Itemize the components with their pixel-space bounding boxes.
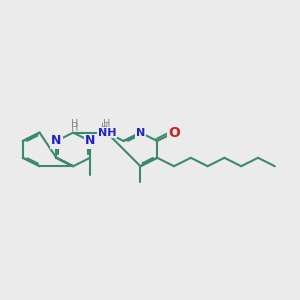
Text: N: N [52,134,61,148]
Text: N: N [136,128,145,138]
Text: H: H [103,119,110,129]
Text: NH: NH [98,128,116,138]
Text: H: H [71,123,78,133]
Text: NH: NH [98,128,115,138]
Text: H: H [71,119,78,129]
Text: N: N [85,134,95,148]
Text: O: O [168,126,180,140]
Text: N: N [136,126,145,139]
Text: H: H [101,123,108,133]
Text: O: O [169,126,179,140]
Text: N: N [51,134,62,148]
Text: N: N [85,134,95,148]
